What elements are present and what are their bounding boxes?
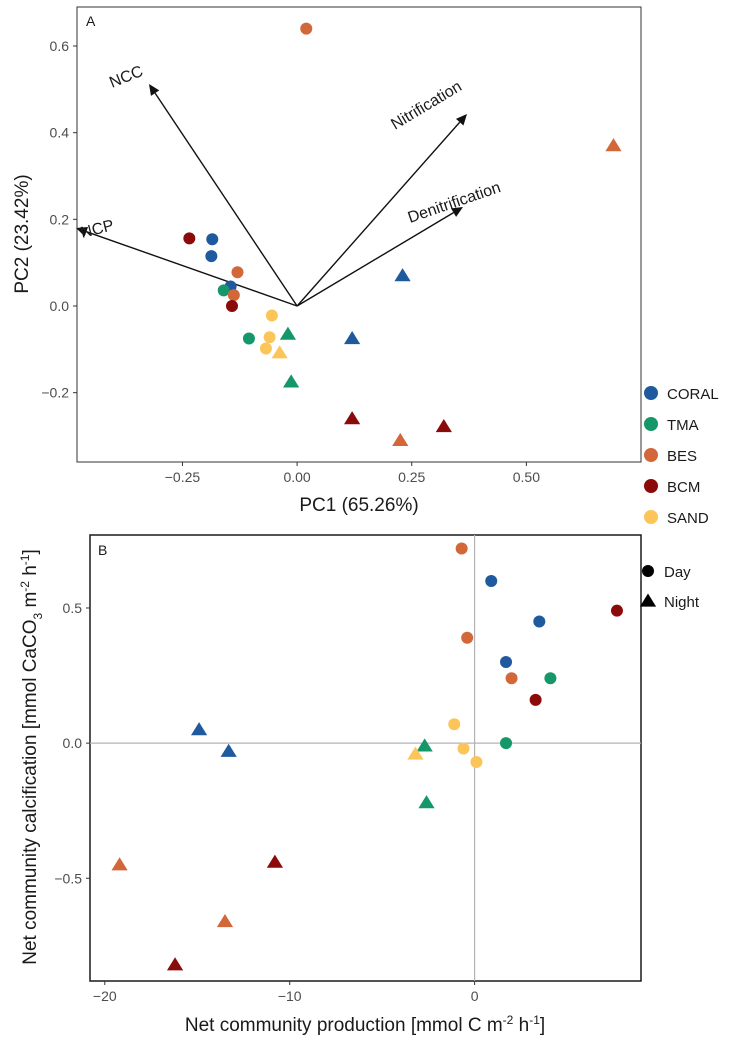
legend-label-bes: BES [667, 448, 697, 465]
panel-a-point-sand-circle [259, 342, 272, 355]
panel-b-point-bcm-triangle [266, 854, 283, 868]
panel-a-frame [76, 6, 642, 463]
panel-a-point-tma-triangle [279, 326, 297, 340]
panel-a-point-sand-triangle [271, 345, 288, 359]
arrow-nitrification [296, 121, 461, 307]
legend-label-coral: CORAL [667, 386, 719, 403]
panel-b-x-tick-label: −20 [93, 988, 117, 1004]
panel-b-point-coral-circle [500, 656, 513, 669]
panel-a-point-bes-triangle [392, 432, 409, 446]
panel-b-y-tick-label: 0.0 [63, 735, 83, 751]
panel-b-point-tma-triangle [418, 795, 435, 809]
legend-label-night: Night [664, 594, 700, 611]
panel-a-point-bes-circle [227, 289, 240, 302]
legend-label-day: Day [664, 564, 691, 581]
panel-b-point-bcm-circle [529, 693, 542, 706]
panel-b-point-bes-triangle [216, 914, 234, 928]
panel-b-point-coral-circle [485, 574, 498, 587]
panel-a-x-tick-label: 0.50 [513, 469, 540, 485]
legend-key-tma [644, 417, 658, 431]
panel-a-point-bcm-circle [225, 300, 238, 312]
panel-a-x-axis-title: PC1 (65.26%) [299, 495, 418, 516]
legend-key-coral [644, 386, 658, 400]
arrow-head-nitrification [455, 114, 467, 126]
legend-label-bcm: BCM [667, 479, 700, 496]
panel-b-point-sand-circle [448, 718, 461, 731]
arrow-ncc [154, 92, 298, 307]
legend-key-day [642, 565, 654, 577]
arrow-label-nitrification: Nitrification [388, 78, 465, 133]
panel-a-point-coral-circle [206, 233, 219, 246]
panel-a-label: A [86, 13, 96, 29]
panel-a-y-tick-label: −0.2 [41, 385, 69, 401]
panel-a-point-tma-circle [242, 332, 255, 345]
panel-b-point-coral-circle [533, 615, 546, 628]
panel-b-y-axis-title: Net community calcification [mmol CaCO3 … [18, 549, 45, 965]
panel-b-x-tick-label: −10 [278, 988, 302, 1004]
panel-a-y-tick-label: 0.6 [50, 38, 70, 54]
legend-label-tma: TMA [667, 417, 699, 434]
arrow-label-denitrification: Denitrification [406, 179, 503, 227]
panel-a-y-tick-label: 0.2 [50, 211, 70, 227]
arrow-head-denitrification [450, 207, 463, 217]
panel-a-y-axis-title: PC2 (23.42%) [12, 174, 33, 293]
panel-b-x-axis-title: Net community production [mmol C m-2 h-1… [185, 1013, 545, 1036]
arrow-head-ncc [149, 84, 160, 96]
panel-b-point-bcm-triangle [166, 957, 184, 971]
panel-a-point-tma-triangle [283, 374, 300, 388]
legend-day-night: Day Night [639, 564, 700, 611]
panel-a-point-bcm-triangle [344, 411, 361, 425]
panel-b-point-bes-circle [505, 672, 518, 685]
panel-a-point-sand-circle [263, 331, 276, 344]
panel-b-point-coral-triangle [220, 743, 237, 757]
arrow-head-ncp [76, 226, 89, 237]
panel-b-y-tick-label: 0.5 [63, 600, 83, 616]
panel-b-point-sand-triangle [407, 746, 424, 760]
panel-a-point-coral-triangle [394, 268, 411, 282]
panel-b-label: B [98, 542, 107, 558]
panel-b-y-tick-label: −0.5 [54, 870, 82, 886]
arrow-label-ncc: NCC [107, 63, 146, 92]
panel-a-x-tick-label: −0.25 [165, 469, 201, 485]
legend-key-bcm [644, 479, 658, 493]
panel-a-point-bes-circle [300, 22, 313, 35]
panel-a-point-coral-circle [205, 250, 218, 263]
legend-key-night [639, 593, 657, 607]
arrow-denitrification [296, 212, 454, 307]
legend-site-groups: CORAL TMA BES BCM SAND [644, 386, 719, 527]
panel-a-x-tick-label: 0.25 [398, 469, 425, 485]
panel-a-point-bes-circle [231, 266, 244, 279]
panel-b-point-coral-triangle [190, 722, 208, 736]
panel-b-point-tma-triangle [416, 738, 433, 752]
panel-b-point-sand-circle [457, 742, 470, 755]
panel-b-point-bes-triangle [111, 857, 128, 871]
panel-a-point-tma-circle [217, 284, 230, 297]
panel-b-scatter: B −20 −10 0 −0.5 0.0 0.5 Net community produc… [18, 534, 642, 1036]
legend-key-bes [644, 448, 658, 462]
panel-a-point-bcm-triangle [435, 418, 452, 433]
panel-a-point-coral-triangle [344, 331, 361, 345]
panel-b-point-sand-circle [470, 756, 483, 769]
panel-a-point-bcm-circle [183, 232, 196, 245]
panel-b-point-bcm-circle [610, 604, 623, 617]
panel-b-point-bes-circle [461, 631, 474, 644]
arrow-label-ncp: NCP [79, 217, 116, 242]
legend-key-sand [644, 510, 658, 524]
panel-b-point-tma-circle [500, 737, 513, 750]
panel-a-y-tick-label: 0.0 [50, 298, 70, 314]
panel-b-x-tick-label: 0 [471, 988, 479, 1004]
arrow-ncp [86, 230, 298, 307]
legend-label-sand: SAND [667, 510, 709, 527]
panel-b-point-bes-circle [455, 542, 468, 555]
panel-b-frame [89, 534, 642, 982]
panel-a-pca-biplot: A −0.25 0.00 0.25 0.50 −0.2 0.0 0.2 0.4 0.6 NCC N… [12, 6, 642, 516]
panel-a-point-sand-circle [265, 309, 278, 322]
panel-b-point-tma-circle [544, 672, 557, 685]
panel-a-point-bes-triangle [605, 138, 622, 152]
panel-a-x-tick-label: 0.00 [283, 469, 310, 485]
panel-a-y-tick-label: 0.4 [50, 125, 70, 141]
